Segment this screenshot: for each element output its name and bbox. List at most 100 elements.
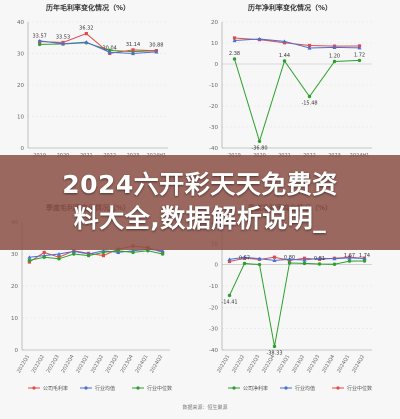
data-point xyxy=(227,257,232,261)
data-label: 0.57 xyxy=(239,255,250,261)
y-tick-label: -10 xyxy=(209,284,218,290)
x-tick-label: 2023Q2 xyxy=(90,354,105,374)
data-point xyxy=(37,38,42,43)
data-label: 36.32 xyxy=(79,26,93,32)
x-tick-label: 2023Q3 xyxy=(306,354,321,374)
x-tick-label: 2024Q1 xyxy=(134,354,149,374)
data-point xyxy=(72,252,76,256)
data-point xyxy=(61,41,65,46)
legend-marker xyxy=(32,386,36,390)
data-point xyxy=(57,257,61,261)
data-point xyxy=(71,249,76,254)
data-point xyxy=(332,45,337,50)
series-2: 2.38 -36.80 1.44 -15.48 1.20 1.72 xyxy=(229,51,365,151)
data-point xyxy=(154,49,159,54)
data-point xyxy=(272,344,277,349)
data-point xyxy=(57,252,61,256)
x-tick-label: 2023Q2 xyxy=(291,354,306,374)
data-point xyxy=(332,262,337,266)
x-tick-label: 2022Q3 xyxy=(246,354,261,374)
legend-label: 公司毛利率 xyxy=(43,385,68,392)
legend-marker xyxy=(284,386,288,390)
data-point xyxy=(307,46,312,50)
chart-net-annual: 历年净利率变化情况（%）-40-30-20-100102020192020202… xyxy=(209,3,372,159)
source-note: 数据来源：恒生聚源 xyxy=(182,405,228,411)
x-tick-label: 2022Q1 xyxy=(216,354,231,374)
y-tick-label: 0 xyxy=(215,62,219,68)
data-label: 33.57 xyxy=(33,34,47,40)
legend-marker xyxy=(232,386,236,390)
data-point xyxy=(42,255,46,259)
y-tick-label: -30 xyxy=(209,125,218,131)
data-point xyxy=(317,262,322,266)
data-label: 1.67 xyxy=(344,253,355,259)
y-tick-label: 0 xyxy=(15,348,19,354)
data-point xyxy=(347,255,352,260)
y-tick-label: 30 xyxy=(11,252,18,258)
legend-marker xyxy=(136,386,140,390)
banner-line-2: 料大全,数据解析说明_ xyxy=(73,204,327,233)
series-2 xyxy=(27,249,165,263)
x-tick-label: 2022Q4 xyxy=(261,354,276,374)
y-tick-label: 10 xyxy=(211,41,218,47)
x-tick-label: 2023Q4 xyxy=(321,354,336,374)
data-point xyxy=(302,257,307,262)
data-point xyxy=(272,258,277,262)
series-line xyxy=(29,248,163,258)
data-label: 31.14 xyxy=(126,42,140,48)
x-tick-label: 2022Q3 xyxy=(46,354,61,374)
data-point xyxy=(362,259,367,263)
series-line xyxy=(39,42,157,53)
y-tick-label: 10 xyxy=(11,316,18,322)
banner-line-1: 2024六开彩天天免费资 xyxy=(62,170,338,199)
x-tick-label: 2023Q1 xyxy=(75,354,90,374)
data-point xyxy=(107,50,112,54)
chart-gross-annual: 历年毛利率变化情况（%）0102030402019202020212022202… xyxy=(17,3,168,159)
x-tick-label: 2023Q3 xyxy=(105,354,120,374)
data-point xyxy=(347,259,352,263)
y-tick-label: 20 xyxy=(11,284,18,290)
x-tick-label: 2022Q2 xyxy=(231,354,246,374)
legend-label: 行业均值 xyxy=(295,385,315,392)
data-point xyxy=(131,250,135,255)
data-point xyxy=(287,261,292,265)
data-point xyxy=(302,261,307,266)
data-point xyxy=(287,257,292,261)
legend-label: 行业中位数 xyxy=(147,385,172,392)
y-tick-label: -20 xyxy=(209,305,218,311)
data-point xyxy=(227,293,232,298)
data-label: -38.33 xyxy=(266,350,282,356)
data-point xyxy=(232,38,237,43)
series-line xyxy=(39,33,157,54)
data-point xyxy=(84,31,88,36)
series-line xyxy=(29,250,163,261)
series-line xyxy=(229,260,365,347)
data-label: 30.04 xyxy=(103,45,117,51)
y-tick-label: 0 xyxy=(21,146,25,152)
legend-label: 行业中位数 xyxy=(347,385,372,392)
data-point xyxy=(332,59,337,64)
data-point xyxy=(227,259,232,264)
x-tick-label: 2022Q1 xyxy=(16,354,31,374)
data-point xyxy=(84,40,89,44)
x-tick-label: 2024Q2 xyxy=(351,354,366,374)
data-point xyxy=(131,51,135,56)
data-point xyxy=(160,252,165,256)
series-2: -14.41 0.57 -38.33 0.80 0.31 1.67 1.74 xyxy=(221,253,370,356)
data-label: -14.41 xyxy=(221,299,237,305)
data-point xyxy=(101,250,106,255)
data-point xyxy=(357,58,362,63)
data-label: 1.74 xyxy=(359,253,370,259)
series-line xyxy=(234,38,360,49)
data-label: 1.20 xyxy=(329,53,340,59)
data-point xyxy=(282,59,287,63)
x-tick-label: 2023Q4 xyxy=(120,354,135,374)
chart-title: 历年净利率变化情况（%） xyxy=(248,3,332,12)
x-tick-label: 2024Q2 xyxy=(149,354,164,374)
series-line xyxy=(229,256,365,261)
data-point xyxy=(362,256,367,261)
x-tick-label: 2024Q1 xyxy=(336,354,351,374)
data-point xyxy=(307,94,312,99)
data-point xyxy=(232,57,237,61)
y-tick-label: -20 xyxy=(209,104,218,110)
